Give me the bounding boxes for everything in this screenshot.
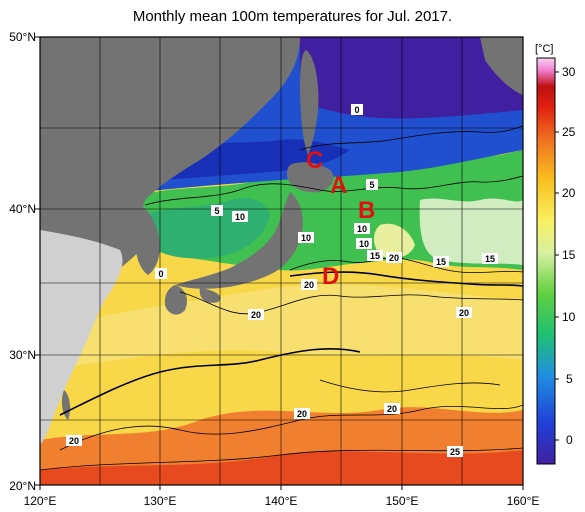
svg-text:10: 10 [235,212,245,222]
svg-text:5: 5 [214,206,219,216]
lat-label: 30°N [9,348,36,362]
marker-d: D [322,263,339,290]
marker-c: C [306,147,323,174]
lon-label: 130°E [143,494,177,508]
marker-a: A [330,172,347,199]
colorbar-tick-label: 20 [562,186,576,200]
contour-label: 20 [248,309,264,320]
contour-label: 20 [384,403,400,414]
contour-label: 20 [386,252,402,263]
contour-label: 10 [354,223,370,234]
svg-text:5: 5 [369,180,374,190]
contour-label: 20 [456,307,472,318]
land-mask [40,37,523,445]
svg-text:0: 0 [158,269,163,279]
contour-label: 5 [366,179,378,190]
contour-label: 15 [482,253,498,264]
contour-label: 20 [66,435,82,446]
contour-label: 20 [301,279,317,290]
svg-text:20: 20 [459,308,469,318]
lat-lon-grid [40,37,523,485]
svg-text:15: 15 [485,254,495,264]
contour-label: 15 [367,250,383,261]
colorbar-tick-label: 15 [562,248,576,262]
lon-label: 140°E [264,494,298,508]
contour-label: 10 [298,232,314,243]
region-markers: C A B D [306,147,375,290]
contour-label: 20 [294,408,310,419]
contour-label: 15 [433,256,449,267]
colorbar-tick-label: 0 [566,433,573,447]
svg-text:20: 20 [304,280,314,290]
map-title: Monthly mean 100m temperatures for Jul. … [132,8,453,25]
contour-label: 10 [232,211,248,222]
lat-label: 40°N [9,202,36,216]
svg-text:20: 20 [69,436,79,446]
svg-text:10: 10 [357,224,367,234]
contour-label-group: 0 5 5 10 10 10 10 15 15 15 20 20 20 20 2… [66,104,498,457]
lon-label: 150°E [385,494,419,508]
svg-text:20: 20 [251,310,261,320]
contour-label: 0 [351,104,363,115]
lon-label: 160°E [506,494,540,508]
lon-label: 120°E [23,494,57,508]
contour-label: 5 [211,205,223,216]
colorbar-tick-label: 10 [562,310,576,324]
svg-text:15: 15 [436,257,446,267]
marker-b: B [358,197,375,224]
svg-text:10: 10 [301,233,311,243]
svg-text:25: 25 [450,447,460,457]
lat-label: 20°N [9,479,36,493]
svg-text:15: 15 [370,251,380,261]
colorbar-tick-label: 5 [566,372,573,386]
axis-ticks [35,36,524,490]
colorbar-unit: [°C] [535,43,554,55]
lat-label: 50°N [9,30,36,44]
colorbar [536,57,556,465]
colorbar-tick-label: 30 [562,65,576,79]
colorbar-tick-label: 25 [562,125,576,139]
svg-text:10: 10 [359,239,369,249]
contour-label: 25 [447,446,463,457]
contour-label: 0 [155,268,167,279]
colorbar-ticks [555,71,559,441]
contour-label: 10 [356,238,372,249]
svg-text:0: 0 [354,105,359,115]
svg-text:20: 20 [387,404,397,414]
isotherms [40,125,523,471]
svg-text:20: 20 [297,409,307,419]
svg-text:20: 20 [389,253,399,263]
